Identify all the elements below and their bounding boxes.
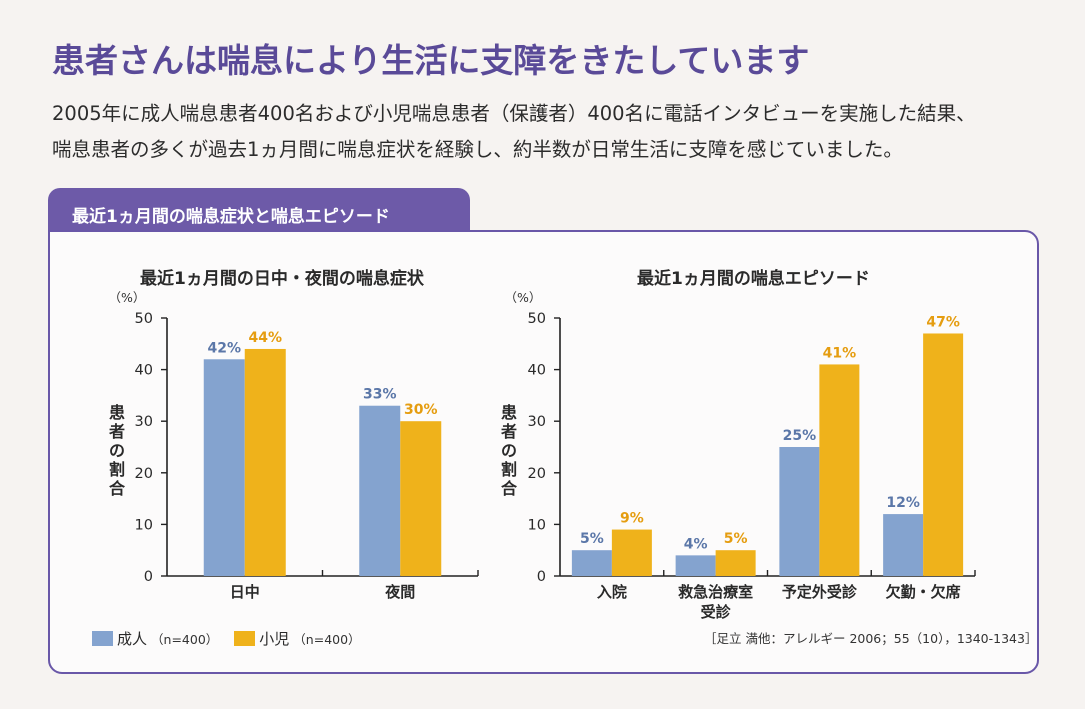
chart-1-bar-adult [203, 359, 245, 576]
chart-2-data-label-child: 47% [926, 314, 960, 330]
chart-1-y-unit: （%） [109, 290, 146, 305]
chart-2-bar-child [715, 550, 756, 576]
chart-1-bar-child [400, 421, 442, 576]
legend-item-child: 小児 （n=400） [234, 628, 361, 649]
legend-item-adult: 成人 （n=400） [92, 628, 218, 649]
chart-1-title: 最近1ヵ月間の日中・夜間の喘息症状 [140, 269, 424, 289]
chart-2-y-tick-label: 50 [528, 311, 546, 327]
chart-1-data-label-adult: 33% [363, 387, 397, 403]
chart-2-data-label-adult: 25% [783, 428, 817, 444]
chart-2-data-label-adult: 4% [684, 536, 708, 552]
chart-1-y-tick-label: 20 [135, 466, 153, 482]
chart-1-y-axis-label-char: 患 [109, 403, 125, 422]
chart-1-y-tick-label: 0 [144, 569, 153, 585]
chart-2-y-axis-label-char: 割 [501, 460, 517, 479]
legend-swatch-child [234, 631, 256, 646]
chart-1-data-label-adult: 42% [207, 340, 241, 356]
chart-1-y-axis-label-char: の [109, 441, 125, 460]
legend: 成人 （n=400） 小児 （n=400） [92, 628, 377, 649]
chart-1-y-tick-label: 10 [135, 517, 153, 533]
chart-2-y-tick-label: 30 [528, 414, 546, 430]
chart-2-data-label-child: 9% [620, 511, 644, 527]
chart-2-y-unit: （%） [505, 290, 542, 305]
chart-2-data-label-child: 41% [823, 345, 857, 361]
chart-2-y-tick-label: 0 [537, 569, 546, 585]
chart-1-y-axis-label-char: 割 [109, 460, 125, 479]
intro-text: 2005年に成人喘息患者400名および小児喘息患者（保護者）400名に電話インタ… [52, 96, 976, 168]
chart-1-y-tick-label: 50 [135, 311, 153, 327]
chart-2-data-label-child: 5% [724, 531, 748, 547]
legend-swatch-adult [92, 631, 113, 646]
chart-2-y-axis-label-char: 患 [501, 403, 517, 422]
intro-line-2: 喘息患者の多くが過去1ヵ月間に喘息症状を経験し、約半数が日常生活に支障を感じてい… [52, 138, 903, 161]
citation: ［足立 満他：アレルギー 2006；55（10），1340-1343］ [704, 631, 1038, 646]
legend-n-child: （n=400） [293, 632, 361, 647]
chart-2-y-axis-label-char: 者 [500, 422, 517, 441]
chart-2-bar-adult [779, 447, 820, 576]
intro-line-1: 2005年に成人喘息患者400名および小児喘息患者（保護者）400名に電話インタ… [52, 102, 976, 125]
chart-2-y-tick-label: 20 [528, 466, 546, 482]
legend-label-adult: 成人 [117, 630, 148, 648]
chart-2-y-axis-label-char: 合 [501, 479, 518, 498]
chart-2-bar-adult [883, 514, 924, 576]
legend-label-child: 小児 [259, 630, 290, 648]
chart-2-bar-child [611, 529, 652, 576]
chart-1-y-tick-label: 30 [135, 414, 153, 430]
chart-2-y-axis-label-char: の [501, 441, 517, 460]
chart-2-y-tick-label: 40 [528, 363, 546, 379]
page-headline: 患者さんは喘息により生活に支障をきたしています [52, 41, 810, 80]
chart-1-x-label: 日中 [230, 583, 260, 601]
chart-2-bar-adult [571, 550, 612, 576]
chart-2-title: 最近1ヵ月間の喘息エピソード [637, 269, 870, 289]
chart-2-data-label-adult: 12% [886, 495, 920, 511]
chart-1-data-label-child: 44% [248, 330, 282, 346]
chart-2-data-label-adult: 5% [580, 531, 604, 547]
section-tab: 最近1ヵ月間の喘息症状と喘息エピソード [48, 188, 470, 236]
chart-2-x-label: 救急治療室 [678, 583, 753, 601]
legend-n-adult: （n=400） [151, 632, 219, 647]
chart-1-bar-adult [359, 405, 401, 576]
chart-2-x-label: 予定外受診 [782, 583, 858, 601]
chart-2-x-label: 受診 [701, 603, 732, 621]
chart-1-y-axis-label-char: 者 [108, 422, 125, 441]
chart-1-y-tick-label: 40 [135, 363, 153, 379]
chart-1-bar-child [244, 348, 286, 576]
chart-2-y-tick-label: 10 [528, 517, 546, 533]
chart-1-data-label-child: 30% [404, 402, 438, 418]
chart-2-bar-adult [675, 555, 716, 576]
chart-1-y-axis-label-char: 合 [109, 479, 126, 498]
chart-1-x-label: 夜間 [384, 583, 415, 601]
chart-2-x-label: 入院 [597, 583, 627, 601]
chart-2-x-label: 欠勤・欠席 [886, 583, 961, 601]
chart-2-bar-child [819, 364, 860, 576]
chart-2-bar-child [923, 333, 964, 576]
